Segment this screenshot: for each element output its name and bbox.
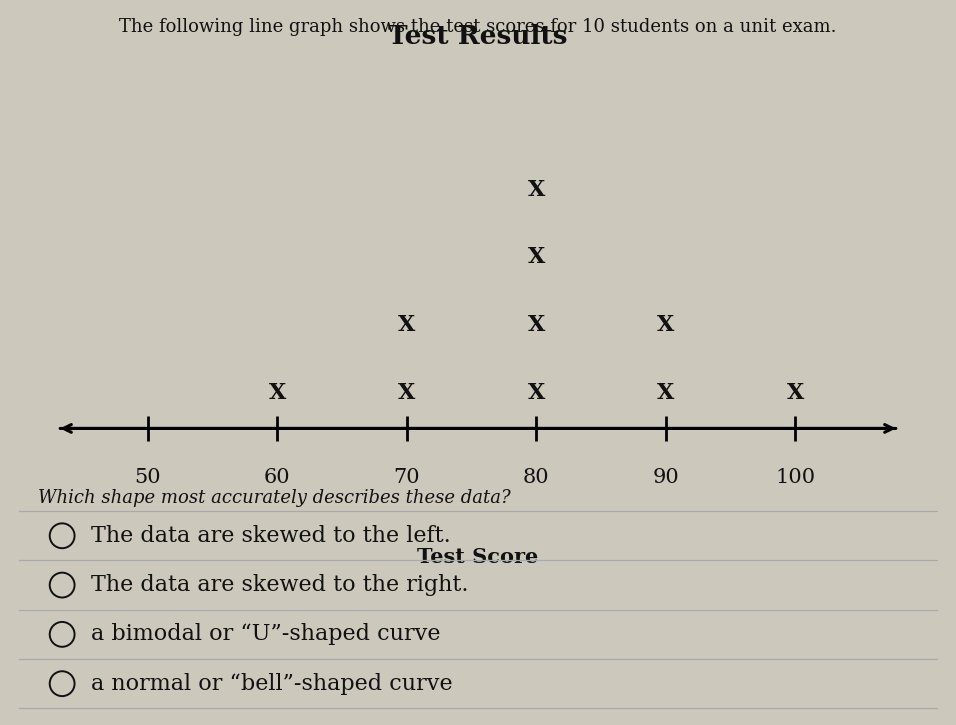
Text: 70: 70 <box>394 468 420 486</box>
Text: X: X <box>528 381 545 404</box>
Text: The following line graph shows the test scores for 10 students on a unit exam.: The following line graph shows the test … <box>120 18 836 36</box>
Text: Test Results: Test Results <box>388 25 568 49</box>
Text: X: X <box>528 314 545 336</box>
Text: X: X <box>528 179 545 201</box>
Text: a bimodal or “U”-shaped curve: a bimodal or “U”-shaped curve <box>91 624 441 645</box>
Text: X: X <box>657 314 674 336</box>
Text: 90: 90 <box>652 468 679 486</box>
Text: 50: 50 <box>135 468 162 486</box>
Text: X: X <box>787 381 804 404</box>
Text: X: X <box>528 247 545 268</box>
Text: X: X <box>398 381 416 404</box>
Text: 100: 100 <box>775 468 815 486</box>
Text: The data are skewed to the left.: The data are skewed to the left. <box>91 525 450 547</box>
Text: Which shape most accurately describes these data?: Which shape most accurately describes th… <box>38 489 511 508</box>
Text: 80: 80 <box>523 468 550 486</box>
Text: a normal or “bell”-shaped curve: a normal or “bell”-shaped curve <box>91 673 452 695</box>
Text: The data are skewed to the right.: The data are skewed to the right. <box>91 574 468 596</box>
Text: X: X <box>269 381 286 404</box>
Text: Test Score: Test Score <box>418 547 538 567</box>
Text: X: X <box>657 381 674 404</box>
Text: 60: 60 <box>264 468 291 486</box>
Text: X: X <box>398 314 416 336</box>
